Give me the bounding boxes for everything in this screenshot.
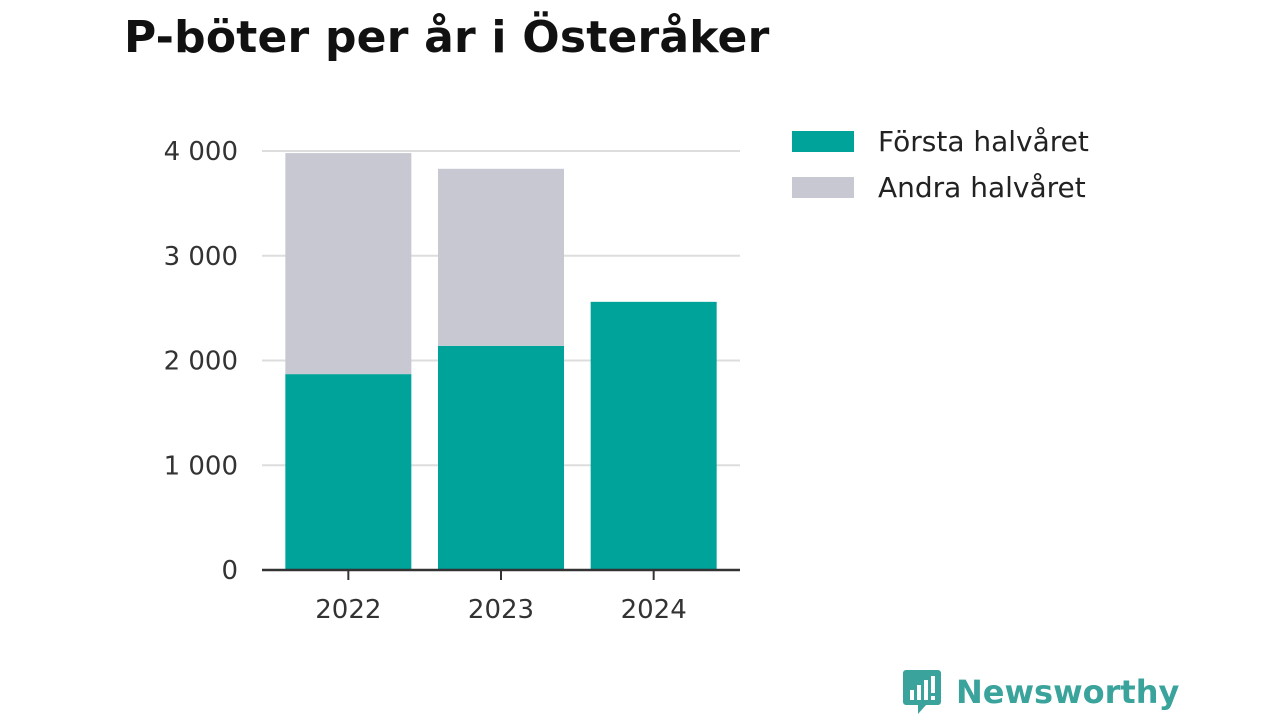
legend-swatch-first-half <box>792 130 854 152</box>
newsworthy-logo-icon <box>903 670 941 714</box>
legend-item-first-half: Första halvåret <box>792 118 1089 164</box>
legend-swatch-second-half <box>792 176 854 198</box>
bar-2023-series-1 <box>438 168 564 346</box>
x-tick-label: 2022 <box>315 595 381 625</box>
y-tick-label: 3 000 <box>164 242 238 272</box>
y-tick-label: 1 000 <box>164 451 238 481</box>
bar-2024-series-0 <box>590 301 717 570</box>
axes: 0 1 000 2 000 3 000 4 000 2022 2023 2024 <box>164 137 740 625</box>
legend-label-first-half: Första halvåret <box>878 124 1089 158</box>
brand-name: Newsworthy <box>956 673 1180 711</box>
chart-title: P-böter per år i Österåker <box>124 12 770 63</box>
legend-label-second-half: Andra halvåret <box>878 170 1086 204</box>
x-tick-label: 2023 <box>468 595 534 625</box>
y-tick-label: 0 <box>221 556 238 586</box>
brand-logo: Newsworthy <box>902 668 1179 716</box>
x-tick-label: 2024 <box>621 595 687 625</box>
legend-item-second-half: Andra halvåret <box>792 164 1089 210</box>
legend: Första halvåret Andra halvåret <box>792 118 1089 210</box>
bar-2022-series-1 <box>285 153 412 375</box>
y-tick-label: 4 000 <box>164 137 238 167</box>
bar-2023-series-0 <box>438 345 564 570</box>
bar-2022-series-0 <box>285 374 412 570</box>
y-tick-label: 2 000 <box>164 347 238 377</box>
bars <box>285 153 717 570</box>
